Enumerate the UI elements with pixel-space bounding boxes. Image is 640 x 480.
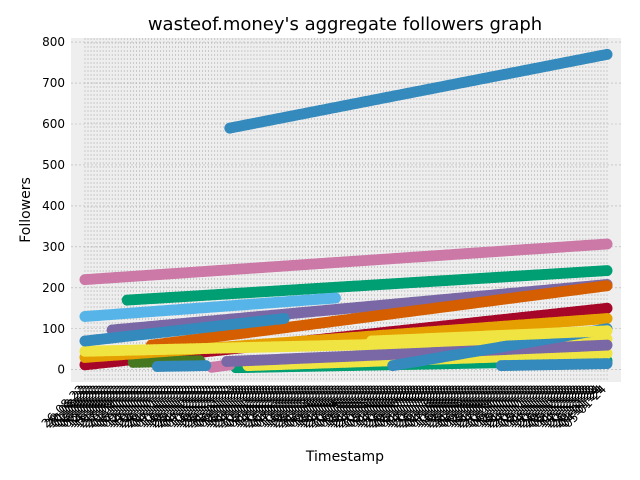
data-point — [601, 265, 613, 277]
data-point — [601, 280, 613, 292]
x-axis-label: Timestamp — [305, 449, 384, 465]
series-layer — [79, 48, 613, 374]
data-point — [329, 292, 341, 304]
data-point — [278, 313, 290, 325]
data-point — [601, 339, 613, 351]
y-tick-label: 0 — [57, 363, 65, 377]
y-ticks: 0 100 200 300 400 500 600 700 800 — [42, 35, 65, 377]
x-ticks: 26-08-2229-08-2230-08-2201-09-2202-09-22… — [39, 382, 609, 430]
series — [121, 265, 613, 306]
data-point — [601, 325, 613, 337]
y-tick-label: 800 — [42, 35, 65, 49]
series — [221, 339, 613, 368]
series — [145, 280, 613, 351]
y-tick-label: 100 — [42, 322, 65, 336]
data-point — [601, 238, 613, 250]
y-tick-label: 500 — [42, 158, 65, 172]
series — [79, 313, 290, 347]
data-point — [601, 48, 613, 60]
series — [366, 325, 613, 347]
series — [495, 358, 613, 372]
series — [79, 292, 341, 322]
y-tick-label: 200 — [42, 281, 65, 295]
y-tick-label: 400 — [42, 199, 65, 213]
y-tick-label: 700 — [42, 76, 65, 90]
series — [224, 48, 613, 134]
y-tick-label: 300 — [42, 240, 65, 254]
data-point — [601, 358, 613, 370]
y-tick-label: 600 — [42, 117, 65, 131]
data-point — [200, 360, 212, 372]
series — [79, 238, 613, 286]
y-axis-label: Followers — [18, 177, 34, 243]
chart-title: wasteof.money's aggregate followers grap… — [148, 14, 542, 35]
data-point — [601, 302, 613, 314]
data-point — [601, 313, 613, 325]
series — [151, 360, 212, 372]
